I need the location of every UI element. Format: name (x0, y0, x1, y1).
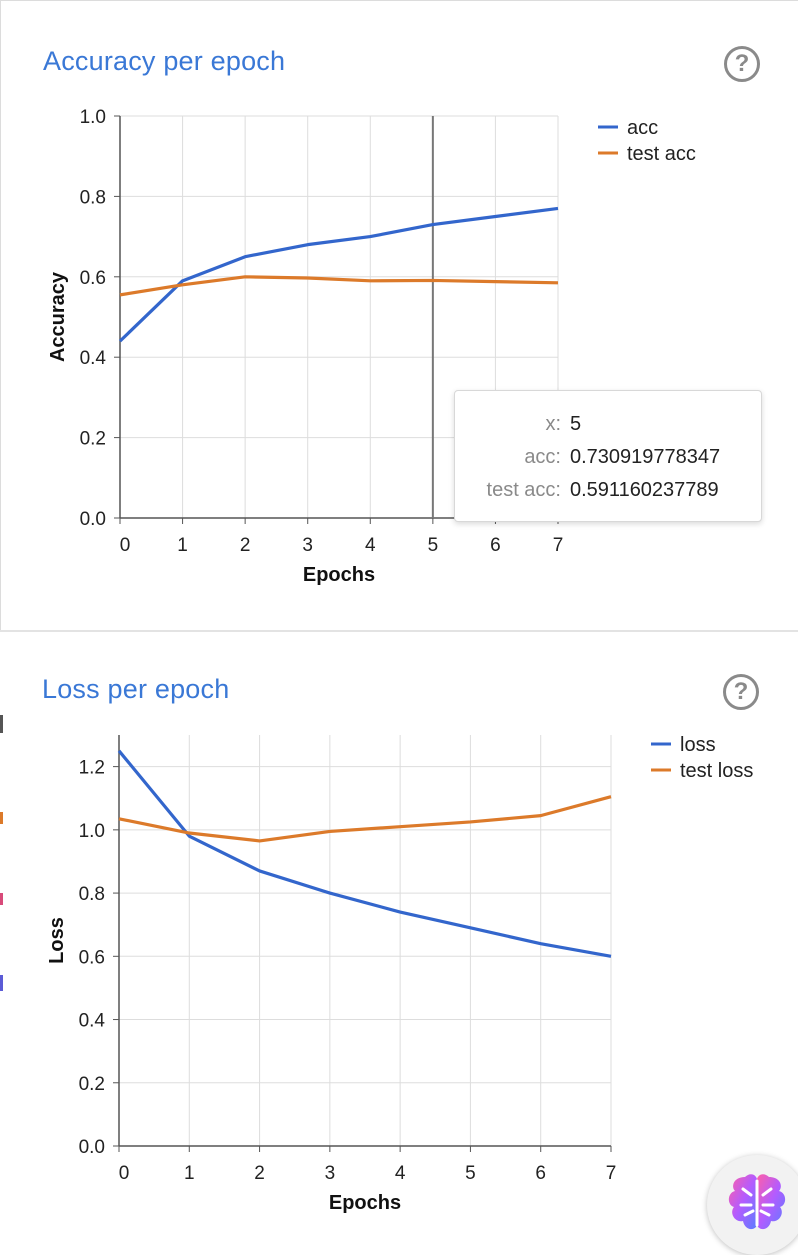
tooltip-key: test acc: (486, 479, 561, 501)
tooltip-row-test-acc: test acc: 0.591160237789 (455, 479, 761, 503)
y-tick-label: 0.0 (80, 509, 106, 530)
legend-label: acc (627, 117, 658, 139)
series-line-test-acc (119, 275, 559, 297)
x-tick-label: 5 (428, 535, 439, 556)
accuracy-panel-title: Accuracy per epoch (43, 46, 286, 76)
legend-label: test acc (627, 143, 696, 165)
tooltip-value: 0.591160237789 (570, 479, 719, 501)
series-line-test-loss (118, 795, 612, 843)
question-circle-icon[interactable]: ? (723, 674, 759, 710)
x-tick-label: 2 (240, 535, 251, 556)
tooltip-key: x: (545, 413, 561, 435)
y-tick-label: 1.2 (79, 758, 105, 779)
edge-marker (0, 812, 3, 824)
tooltip-value: 0.730919778347 (570, 446, 721, 468)
y-tick-label: 0.0 (79, 1137, 105, 1158)
x-axis-label: Epochs (329, 1192, 401, 1214)
loss-panel: Loss per epoch ? 0.0 0.2 0.4 0.6 0.8 1.0 1.2 0 1… (0, 632, 798, 1246)
edge-marker (0, 975, 3, 991)
legend: acc test acc (598, 117, 696, 165)
x-tick-label: 4 (365, 535, 376, 556)
x-tick-label: 4 (395, 1163, 406, 1184)
y-tick-label: 0.6 (80, 268, 106, 289)
brain-icon (728, 1174, 786, 1230)
panel-divider (0, 630, 798, 632)
x-tick-label: 0 (119, 1163, 130, 1184)
x-tick-label: 1 (177, 535, 188, 556)
x-tick-label: 6 (535, 1163, 546, 1184)
tooltip-key: acc: (524, 446, 561, 468)
y-tick-label: 1.0 (80, 107, 106, 128)
x-tick-label: 7 (606, 1163, 617, 1184)
y-axis-label: Loss (46, 917, 68, 964)
series-line-loss (117, 749, 612, 958)
x-tick-label: 3 (325, 1163, 336, 1184)
tooltip-row-x: x: 5 (455, 413, 761, 437)
x-tick-label: 6 (490, 535, 501, 556)
legend-label: test loss (680, 760, 753, 782)
x-tick-label: 3 (302, 535, 313, 556)
y-tick-label: 1.0 (79, 821, 105, 842)
assistant-button[interactable] (707, 1155, 798, 1255)
y-axis-label: Accuracy (47, 271, 69, 362)
x-tick-label: 2 (254, 1163, 265, 1184)
series-line-acc (118, 206, 559, 343)
edge-marker (0, 715, 3, 733)
legend: loss test loss (651, 734, 753, 782)
x-axis-label: Epochs (303, 564, 375, 586)
y-tick-label: 0.2 (80, 429, 106, 450)
hover-tooltip: x: 5 acc: 0.730919778347 test acc: 0.591… (454, 390, 762, 522)
accuracy-chart: 0.0 0.2 0.4 0.6 0.8 1.0 0 1 2 3 4 5 6 7 Epochs Accuracy… (47, 107, 696, 586)
y-tick-label: 0.4 (80, 348, 107, 369)
y-tick-label: 0.4 (79, 1011, 106, 1032)
y-tick-label: 0.6 (79, 947, 105, 968)
tooltip-value: 5 (570, 413, 582, 435)
y-tick-label: 0.8 (79, 884, 105, 905)
accuracy-panel: Accuracy per epoch ? 0.0 0.2 0.4 0.6 0.8 1.0 0… (0, 0, 798, 630)
question-circle-icon[interactable]: ? (724, 46, 760, 82)
x-tick-label: 0 (120, 535, 131, 556)
y-tick-label: 0.2 (79, 1074, 105, 1095)
y-tick-label: 0.8 (80, 187, 106, 208)
x-tick-label: 5 (465, 1163, 476, 1184)
loss-panel-title: Loss per epoch (42, 674, 230, 704)
edge-marker (0, 893, 3, 905)
x-tick-label: 7 (553, 535, 564, 556)
tooltip-row-acc: acc: 0.730919778347 (455, 446, 761, 470)
loss-chart: 0.0 0.2 0.4 0.6 0.8 1.0 1.2 0 1 2 3 4 5 6 7 Epochs Loss l… (46, 734, 753, 1214)
legend-label: loss (680, 734, 716, 756)
x-tick-label: 1 (184, 1163, 195, 1184)
